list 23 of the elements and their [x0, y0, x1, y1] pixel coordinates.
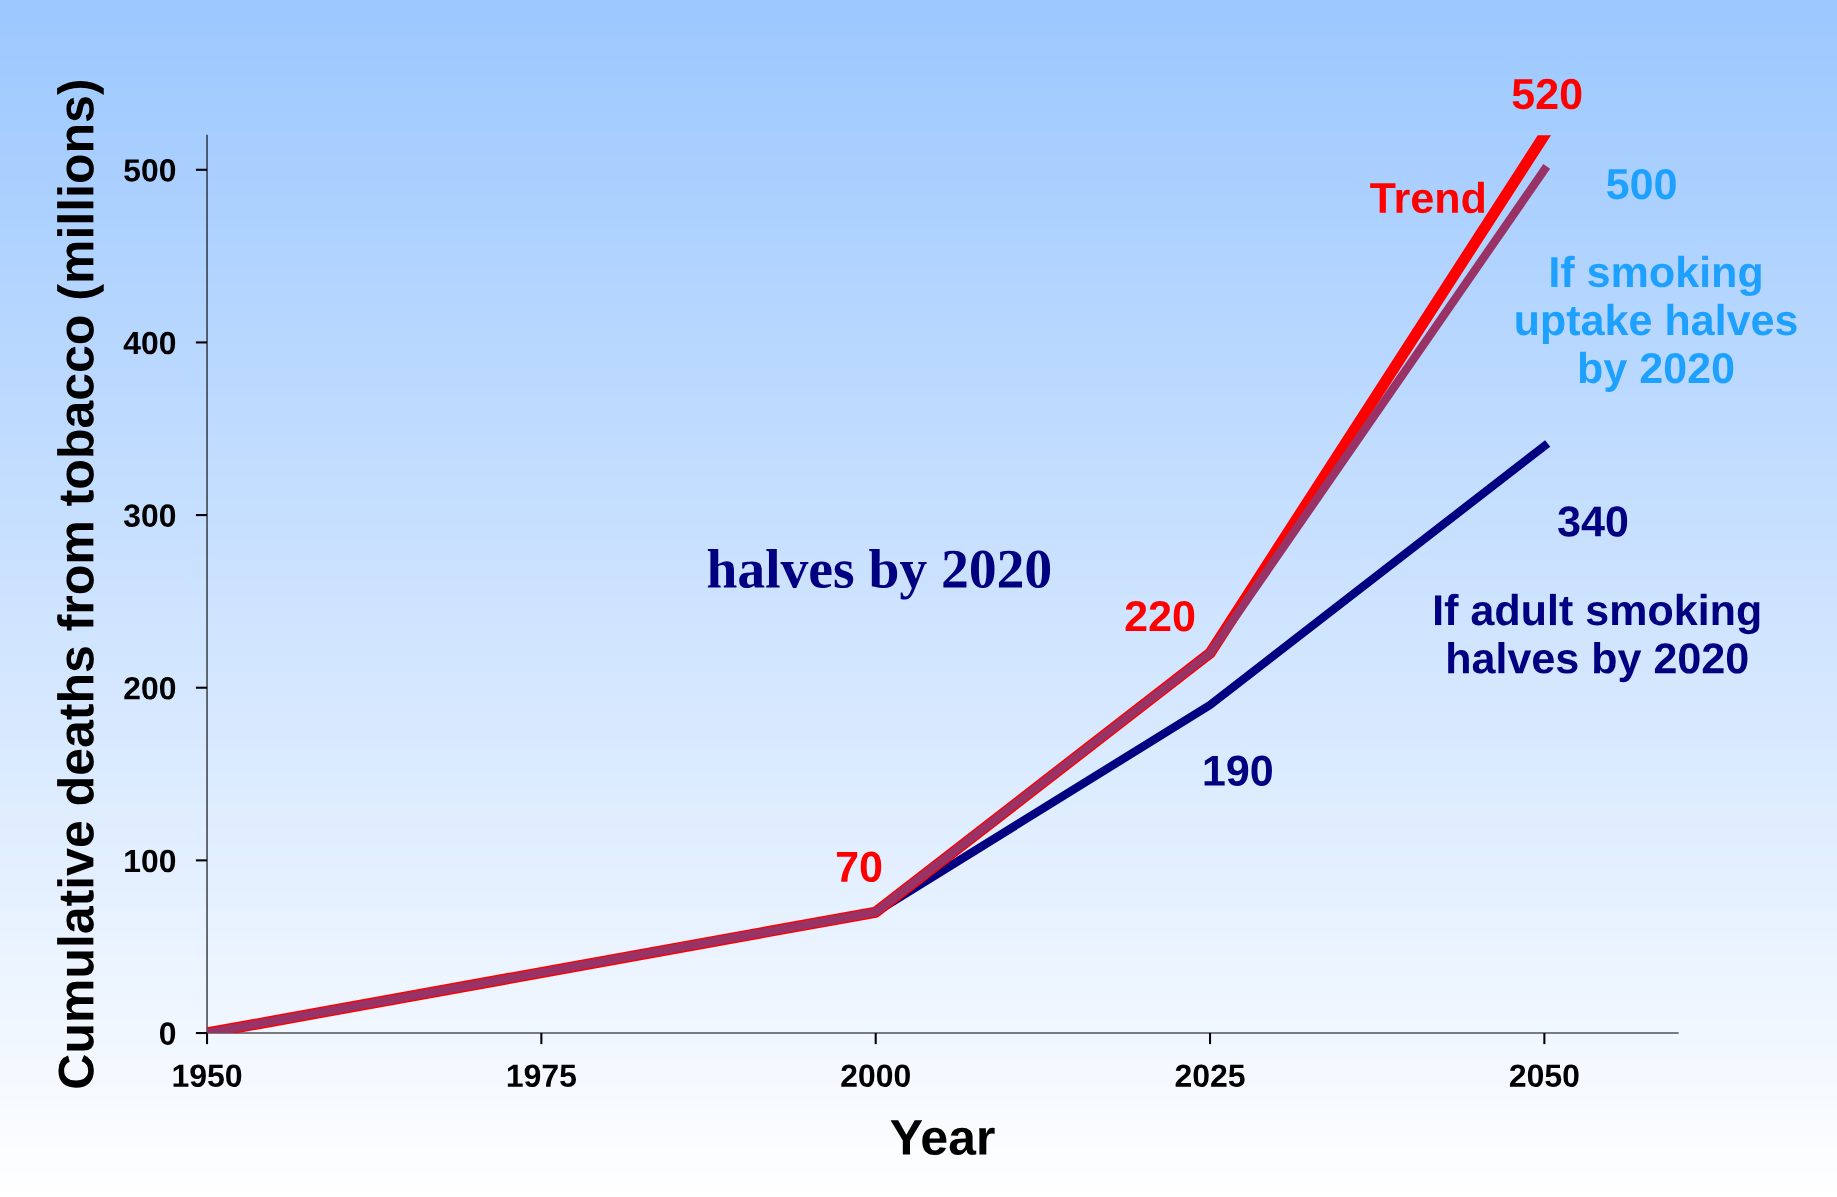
data-label: 70 — [836, 851, 882, 883]
y-axis-title: Cumulative deaths from tobacco (millions) — [57, 80, 104, 1088]
y-tick-label: 400 — [123, 331, 176, 355]
series-label: Trend — [1370, 181, 1485, 214]
x-tick-label: 1975 — [507, 1064, 577, 1088]
x-tick-label: 1950 — [173, 1064, 242, 1088]
x-tick-label: 2050 — [1509, 1064, 1579, 1088]
y-tick-label: 100 — [125, 849, 176, 873]
series-label: If adult smoking halves by 2020 — [1435, 593, 1760, 683]
x-axis-title: Year — [890, 1120, 995, 1156]
data-label: 520 — [1512, 78, 1582, 110]
y-tick-label: 200 — [124, 676, 176, 700]
data-label: 220 — [1125, 600, 1195, 632]
x-tick-label: 2000 — [841, 1064, 910, 1088]
annotation: halves by 2020 — [707, 548, 1051, 600]
data-label: 340 — [1558, 506, 1628, 537]
data-label: 190 — [1204, 755, 1272, 786]
y-tick-label: 0 — [159, 1022, 176, 1045]
x-tick-label: 2025 — [1175, 1064, 1245, 1088]
y-tick-label: 500 — [124, 159, 176, 182]
series-label: If smoking uptake halves by 2020 — [1516, 255, 1797, 392]
data-label: 500 — [1607, 168, 1676, 200]
y-tick-label: 300 — [123, 504, 176, 528]
